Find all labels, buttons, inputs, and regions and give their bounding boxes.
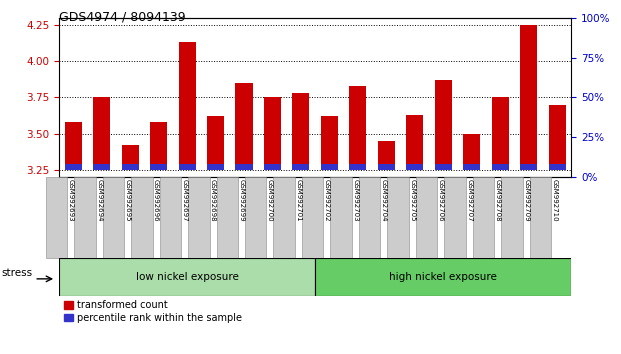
Bar bbox=[264, 97, 281, 170]
Bar bbox=[93, 97, 111, 170]
Bar bbox=[122, 164, 138, 170]
Text: GSM992710: GSM992710 bbox=[551, 179, 558, 222]
Bar bbox=[302, 177, 324, 258]
Bar bbox=[463, 164, 480, 170]
Bar bbox=[292, 164, 309, 170]
Bar bbox=[102, 177, 124, 258]
Text: GSM992703: GSM992703 bbox=[352, 179, 358, 222]
Bar bbox=[179, 164, 196, 170]
Bar bbox=[359, 177, 380, 258]
Text: GSM992701: GSM992701 bbox=[296, 179, 301, 222]
Bar bbox=[179, 42, 196, 170]
Bar bbox=[378, 164, 395, 170]
Bar bbox=[235, 83, 253, 170]
Text: GSM992695: GSM992695 bbox=[125, 179, 130, 222]
Bar bbox=[245, 177, 266, 258]
Bar bbox=[416, 177, 437, 258]
Bar bbox=[349, 164, 366, 170]
Bar bbox=[388, 177, 409, 258]
Bar bbox=[321, 116, 338, 170]
Bar bbox=[188, 177, 209, 258]
Text: GSM992702: GSM992702 bbox=[324, 179, 330, 222]
Text: low nickel exposure: low nickel exposure bbox=[135, 272, 238, 282]
Text: high nickel exposure: high nickel exposure bbox=[389, 272, 497, 282]
Bar bbox=[65, 122, 82, 170]
Bar bbox=[160, 177, 181, 258]
Bar bbox=[131, 177, 153, 258]
Bar bbox=[378, 141, 395, 170]
Bar bbox=[150, 164, 167, 170]
Bar bbox=[435, 164, 451, 170]
Text: GSM992708: GSM992708 bbox=[495, 179, 501, 222]
Bar bbox=[492, 164, 509, 170]
Text: GSM992704: GSM992704 bbox=[381, 179, 387, 222]
Text: GSM992693: GSM992693 bbox=[68, 179, 74, 222]
Bar bbox=[520, 164, 537, 170]
Bar bbox=[548, 104, 566, 170]
Text: GSM992698: GSM992698 bbox=[210, 179, 216, 222]
Bar bbox=[406, 115, 424, 170]
Text: GSM992699: GSM992699 bbox=[238, 179, 245, 222]
Text: GSM992700: GSM992700 bbox=[267, 179, 273, 222]
Text: GSM992706: GSM992706 bbox=[438, 179, 444, 222]
Bar bbox=[315, 258, 571, 296]
Bar bbox=[530, 177, 551, 258]
Bar bbox=[406, 164, 424, 170]
Bar bbox=[273, 177, 295, 258]
Bar bbox=[93, 164, 111, 170]
Text: GSM992694: GSM992694 bbox=[96, 179, 102, 222]
Text: GSM992709: GSM992709 bbox=[523, 179, 529, 222]
Bar bbox=[330, 177, 352, 258]
Bar bbox=[520, 25, 537, 170]
Legend: transformed count, percentile rank within the sample: transformed count, percentile rank withi… bbox=[64, 301, 242, 323]
Bar bbox=[217, 177, 238, 258]
Text: GDS4974 / 8094139: GDS4974 / 8094139 bbox=[59, 11, 186, 24]
Bar bbox=[321, 164, 338, 170]
Bar bbox=[444, 177, 466, 258]
Bar bbox=[463, 133, 480, 170]
Text: GSM992696: GSM992696 bbox=[153, 179, 159, 222]
Bar bbox=[75, 177, 96, 258]
Bar bbox=[235, 164, 253, 170]
Bar bbox=[59, 258, 315, 296]
Bar bbox=[292, 93, 309, 170]
Text: GSM992707: GSM992707 bbox=[466, 179, 472, 222]
Bar bbox=[122, 145, 138, 170]
Text: stress: stress bbox=[1, 268, 32, 278]
Bar bbox=[435, 80, 451, 170]
Bar bbox=[548, 164, 566, 170]
Bar bbox=[264, 164, 281, 170]
Bar bbox=[46, 177, 67, 258]
Bar bbox=[207, 164, 224, 170]
Bar bbox=[473, 177, 494, 258]
Bar bbox=[150, 122, 167, 170]
Bar bbox=[501, 177, 523, 258]
Bar bbox=[492, 97, 509, 170]
Bar bbox=[65, 164, 82, 170]
Bar bbox=[207, 116, 224, 170]
Text: GSM992705: GSM992705 bbox=[409, 179, 415, 222]
Text: GSM992697: GSM992697 bbox=[181, 179, 188, 222]
Bar bbox=[349, 86, 366, 170]
